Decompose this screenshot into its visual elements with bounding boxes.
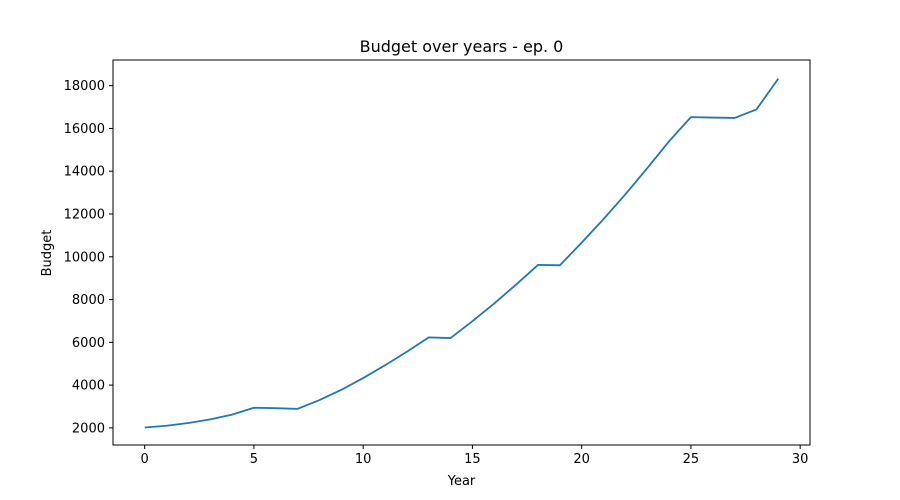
chart-title: Budget over years - ep. 0 [360,37,564,56]
x-axis-ticks: 0 5 10 15 20 25 30 [141,445,809,467]
y-tick-label: 14000 [64,165,105,180]
series-line-0 [144,78,780,429]
x-tick-label: 30 [792,452,809,467]
y-tick-label: 16000 [64,122,105,137]
y-axis-ticks: 2000 4000 6000 8000 10000 12000 14000 16000 1800… [64,79,113,436]
x-tick-label: 25 [683,452,700,467]
y-tick-label: 2000 [72,421,105,436]
x-axis-label: Year [447,474,476,489]
y-axis-label: Budget [40,230,55,277]
plot-frame [112,59,811,446]
y-tick-label: 8000 [72,293,105,308]
y-tick-label: 4000 [72,379,105,394]
plot-area [112,59,811,446]
x-tick-label: 20 [573,452,590,467]
x-tick-label: 0 [141,452,149,467]
x-tick-label: 15 [464,452,481,467]
x-tick-label: 10 [355,452,372,467]
y-tick-label: 18000 [64,79,105,94]
y-tick-label: 6000 [72,336,105,351]
y-tick-label: 12000 [64,208,105,223]
y-tick-label: 10000 [64,250,105,265]
x-tick-label: 5 [250,452,258,467]
